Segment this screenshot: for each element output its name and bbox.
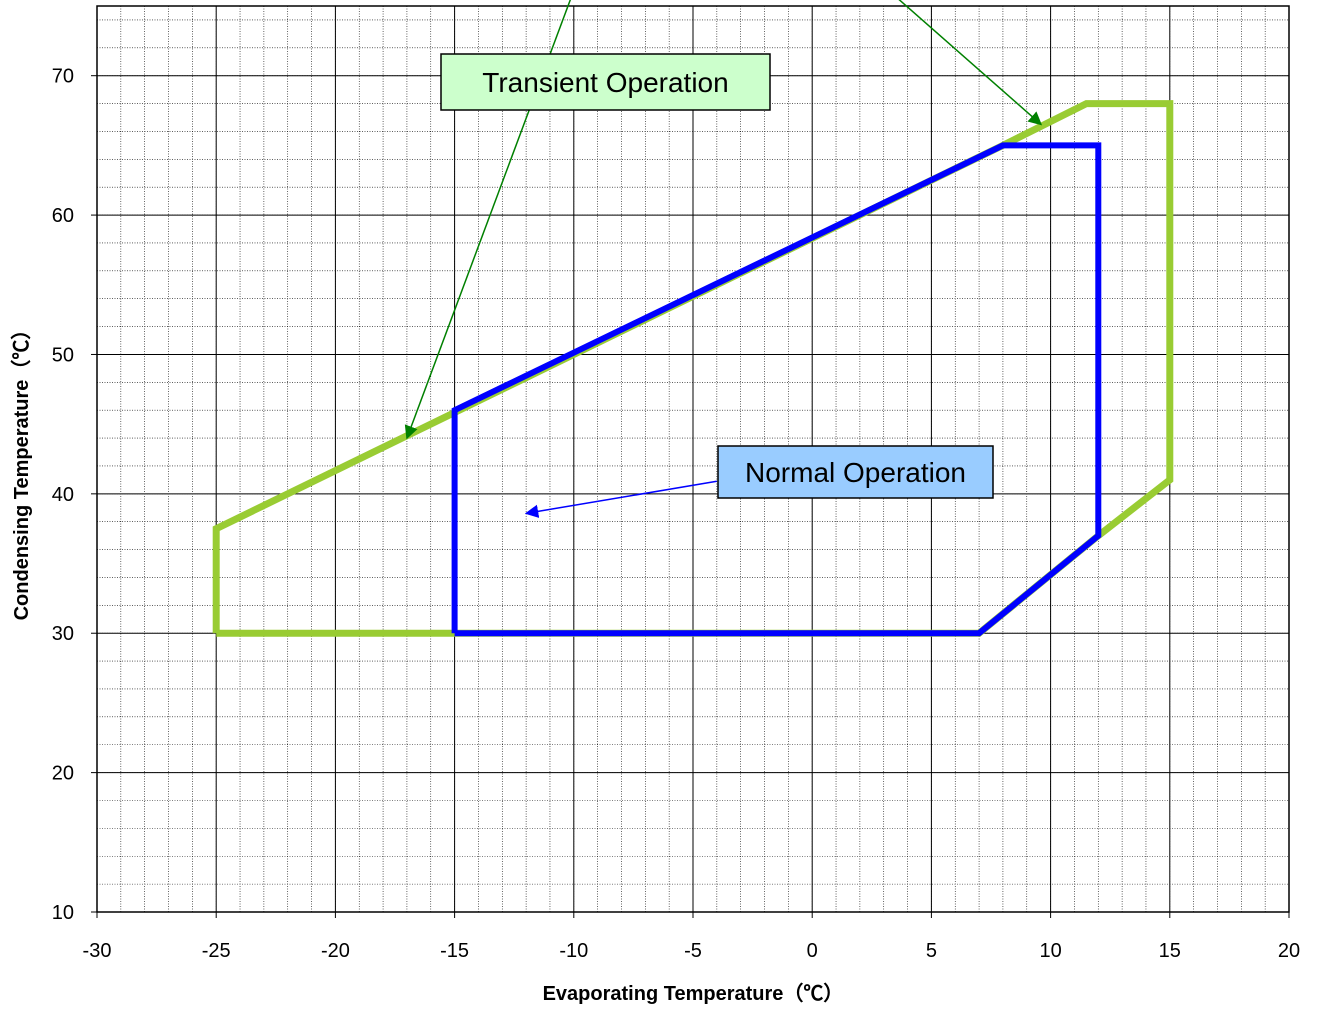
x-tick-label: 15 xyxy=(1159,940,1181,962)
y-tick-label: 10 xyxy=(52,902,74,924)
y-tick-label: 70 xyxy=(52,66,74,88)
x-axis-title: Evaporating Temperature（℃） xyxy=(543,982,844,1005)
y-tick-label: 40 xyxy=(52,484,74,506)
x-tick-label: -20 xyxy=(321,940,350,962)
x-axis-ticks: -30 -25 -20 -15 -10 -5 0 5 10 15 20 xyxy=(83,912,1300,962)
y-tick-label: 30 xyxy=(52,623,74,645)
x-tick-label: -15 xyxy=(440,940,469,962)
y-axis-title: Condensing Temperature（℃） xyxy=(10,320,33,621)
x-tick-label: 5 xyxy=(926,940,937,962)
x-tick-label: 10 xyxy=(1039,940,1061,962)
callout-label-normal-operation: Normal Operation xyxy=(745,457,966,488)
series-line-normal-operation xyxy=(451,142,1102,637)
annotation-layer: Transient Operation Normal Operation xyxy=(404,0,1043,519)
series-layer xyxy=(212,100,1174,637)
y-tick-label: 20 xyxy=(52,763,74,785)
callout-arrow-transient-operation xyxy=(898,0,1043,126)
callout-label-transient-operation: Transient Operation xyxy=(482,67,728,98)
x-tick-label: -10 xyxy=(559,940,588,962)
callout-arrow-normal-operation xyxy=(524,480,717,519)
x-tick-label: -30 xyxy=(83,940,112,962)
x-tick-label: 0 xyxy=(807,940,818,962)
x-tick-label: -25 xyxy=(202,940,231,962)
x-tick-label: -5 xyxy=(684,940,702,962)
callout-arrow-transient-operation xyxy=(404,0,572,440)
callout-box-normal-operation xyxy=(717,445,994,499)
y-tick-label: 60 xyxy=(52,205,74,227)
y-axis-ticks: 10 20 30 40 50 60 70 xyxy=(52,66,97,924)
y-tick-label: 50 xyxy=(52,344,74,366)
callout-box-transient-operation xyxy=(440,53,771,111)
x-tick-label: 20 xyxy=(1278,940,1300,962)
